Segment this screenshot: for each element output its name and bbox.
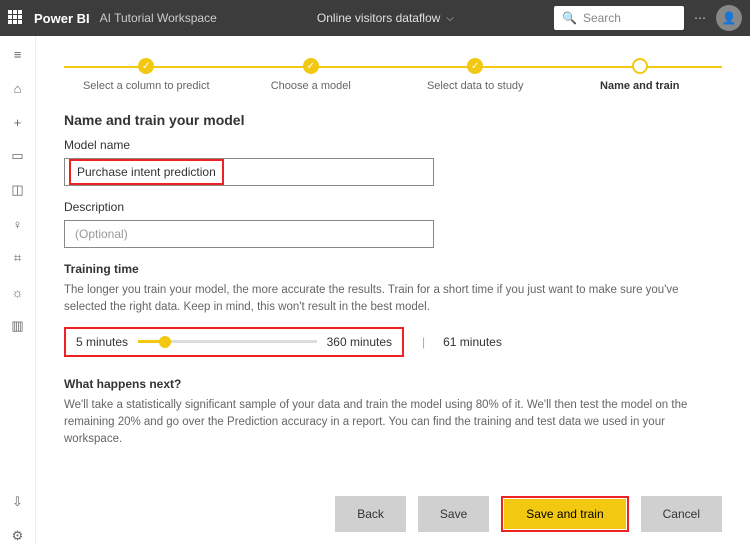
learn-icon[interactable]: ☼ xyxy=(10,284,26,300)
wizard-stepper: ✓ Select a column to predict ✓ Choose a … xyxy=(64,58,722,92)
search-icon: 🔍 xyxy=(562,11,577,25)
back-button[interactable]: Back xyxy=(335,496,406,532)
model-name-label: Model name xyxy=(64,138,722,152)
slider-thumb[interactable] xyxy=(159,336,171,348)
download-icon[interactable]: ⇩ xyxy=(10,494,26,510)
search-input[interactable]: 🔍 Search xyxy=(554,6,684,30)
context-label: Online visitors dataflow xyxy=(317,11,440,25)
context-dropdown[interactable]: Online visitors dataflow ⌵ xyxy=(217,11,554,25)
add-icon[interactable]: + xyxy=(10,114,26,130)
data-icon[interactable]: ◫ xyxy=(10,182,26,198)
what-next-help: We'll take a statistically significant s… xyxy=(64,397,722,449)
menu-icon[interactable]: ≡ xyxy=(10,46,26,62)
app-title: Power BI xyxy=(34,11,90,26)
step-select-column[interactable]: ✓ Select a column to predict xyxy=(64,58,229,92)
search-placeholder: Search xyxy=(583,11,621,25)
check-icon: ✓ xyxy=(138,58,154,74)
workspace-name: AI Tutorial Workspace xyxy=(100,11,217,25)
training-time-help: The longer you train your model, the mor… xyxy=(64,282,722,317)
slider-max-label: 360 minutes xyxy=(327,335,392,349)
home-icon[interactable]: ⌂ xyxy=(10,80,26,96)
settings-icon[interactable]: ⚙ xyxy=(10,528,26,544)
save-and-train-button[interactable]: Save and train xyxy=(504,499,625,529)
browse-icon[interactable]: ▭ xyxy=(10,148,26,164)
app-launcher-icon[interactable] xyxy=(8,10,24,26)
check-icon: ✓ xyxy=(303,58,319,74)
left-nav: ≡ ⌂ + ▭ ◫ ♀ ⌗ ☼ ▥ ⇩ ⚙ xyxy=(0,36,36,544)
slider-current-value: 61 minutes xyxy=(443,335,502,349)
save-train-highlight: Save and train xyxy=(501,496,628,532)
current-step-icon xyxy=(632,58,648,74)
button-row: Back Save Save and train Cancel xyxy=(64,480,722,532)
model-name-input[interactable]: Purchase intent prediction xyxy=(64,158,434,186)
step-choose-model[interactable]: ✓ Choose a model xyxy=(229,58,394,92)
description-input[interactable]: (Optional) xyxy=(64,220,434,248)
step-select-data[interactable]: ✓ Select data to study xyxy=(393,58,558,92)
user-avatar[interactable]: 👤 xyxy=(716,5,742,31)
chevron-down-icon: ⌵ xyxy=(446,13,454,24)
person-icon: 👤 xyxy=(722,11,737,25)
slider-min-label: 5 minutes xyxy=(76,335,128,349)
training-time-label: Training time xyxy=(64,262,722,276)
check-icon: ✓ xyxy=(467,58,483,74)
section-title: Name and train your model xyxy=(64,112,722,128)
top-bar: Power BI AI Tutorial Workspace Online vi… xyxy=(0,0,750,36)
main-content: ✓ Select a column to predict ✓ Choose a … xyxy=(36,36,750,544)
what-next-label: What happens next? xyxy=(64,377,722,391)
save-button[interactable]: Save xyxy=(418,496,489,532)
apps-icon[interactable]: ⌗ xyxy=(10,250,26,266)
cancel-button[interactable]: Cancel xyxy=(641,496,722,532)
training-time-slider[interactable]: 5 minutes 360 minutes xyxy=(64,327,404,357)
more-icon[interactable]: ⋯ xyxy=(694,11,706,25)
divider: | xyxy=(422,335,425,349)
slider-track[interactable] xyxy=(138,340,317,343)
description-label: Description xyxy=(64,200,722,214)
step-name-train[interactable]: Name and train xyxy=(558,58,723,92)
metrics-icon[interactable]: ♀ xyxy=(10,216,26,232)
workspaces-icon[interactable]: ▥ xyxy=(10,318,26,334)
